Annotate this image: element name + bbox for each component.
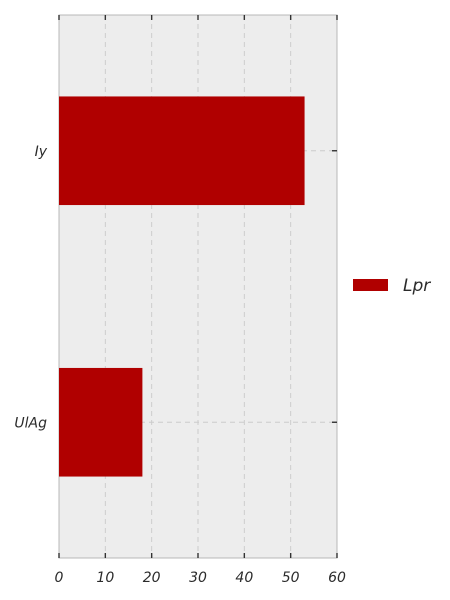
tick-labels: 0 10 20 30 40 50 60 Iy UlAg [14,144,346,586]
x-tick-label: 20 [143,570,161,586]
legend-swatch [353,279,388,291]
x-tick-label: 40 [235,570,253,586]
bars [59,96,305,477]
y-tick-label: UlAg [14,415,47,431]
axis-ticks [58,15,338,558]
bar [59,96,305,206]
x-tick-label: 60 [328,570,346,586]
y-tick-label: Iy [35,144,48,160]
legend-label: Lpr [403,276,431,296]
x-tick-label: 10 [96,570,114,586]
bar [59,367,143,477]
x-tick-label: 50 [282,570,300,586]
legend: Lpr [353,276,431,296]
x-tick-label: 0 [55,570,64,586]
x-tick-label: 30 [189,570,207,586]
